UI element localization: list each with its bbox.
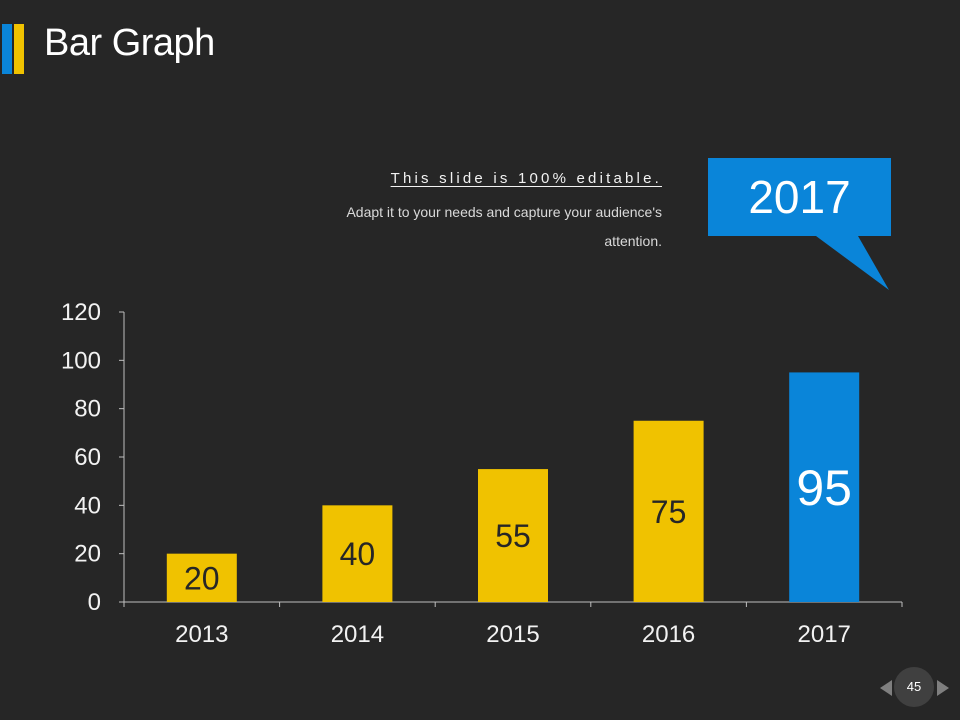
- x-tick-label: 2014: [331, 621, 384, 648]
- bar-2016: [633, 420, 704, 602]
- x-tick-label: 2013: [175, 621, 228, 648]
- bar-value-label: 95: [796, 460, 852, 516]
- next-slide-icon[interactable]: [937, 680, 949, 696]
- y-tick-label: 80: [74, 396, 101, 423]
- slide-title: Bar Graph: [44, 22, 215, 64]
- bar-2013: [166, 553, 237, 602]
- previous-slide-icon[interactable]: [880, 680, 892, 696]
- y-tick-label: 40: [74, 492, 101, 519]
- y-tick-label: 0: [88, 589, 101, 616]
- bar-value-label: 55: [495, 518, 531, 554]
- editable-note: This slide is 100% editable.: [390, 170, 662, 187]
- accent-bar-blue: [2, 24, 12, 74]
- x-tick-label: 2015: [486, 621, 539, 648]
- x-tick-label: 2016: [642, 621, 695, 648]
- accent-bar-yellow: [14, 24, 24, 74]
- bar-value-label: 40: [340, 536, 376, 572]
- bar-2017: [789, 372, 860, 602]
- callout-label: 2017: [748, 171, 851, 223]
- y-tick-label: 20: [74, 541, 101, 568]
- bar-2015: [478, 469, 548, 602]
- x-tick-label: 2017: [798, 621, 851, 648]
- description-text: Adapt it to your needs and capture your …: [346, 204, 662, 249]
- bar-2014: [322, 505, 393, 602]
- y-tick-label: 120: [61, 299, 101, 326]
- y-tick-label: 60: [74, 444, 101, 471]
- callout-bubble: [708, 158, 891, 290]
- y-tick-label: 100: [61, 347, 101, 374]
- bar-value-label: 20: [184, 560, 220, 596]
- bar-value-label: 75: [651, 494, 687, 530]
- page-number: 45: [894, 667, 934, 707]
